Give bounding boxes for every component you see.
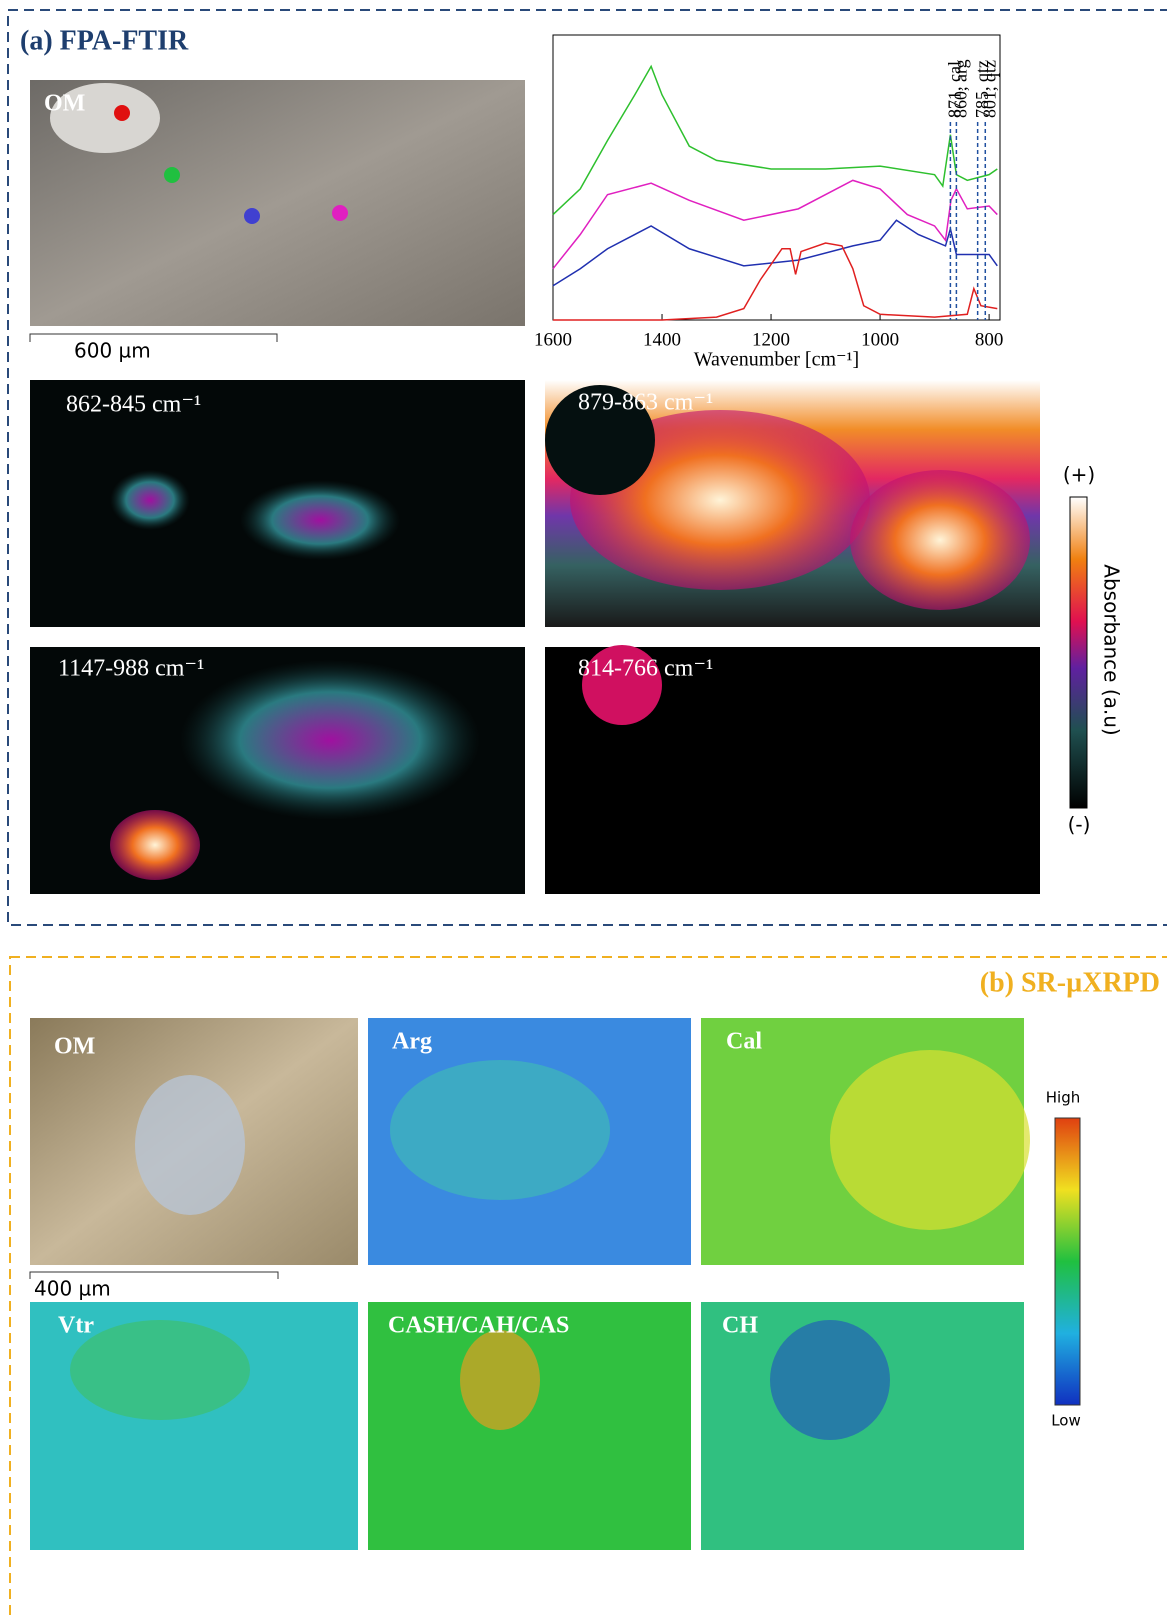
panel-title: (a) FPA-FTIR bbox=[20, 25, 189, 56]
spectrum bbox=[553, 180, 997, 268]
scale-bar bbox=[30, 334, 277, 342]
map-feature bbox=[70, 1320, 250, 1420]
image-label: OM bbox=[44, 91, 85, 117]
point bbox=[244, 208, 260, 224]
colorbar bbox=[1055, 1118, 1080, 1405]
colorbar-top: High bbox=[1046, 1089, 1080, 1107]
map-feature bbox=[240, 480, 400, 560]
x-tick-label: 1000 bbox=[861, 329, 899, 350]
map-label: 879-863 cm⁻¹ bbox=[578, 390, 713, 416]
map-feature bbox=[830, 1050, 1030, 1230]
image-label: Vtr bbox=[58, 1313, 94, 1339]
map-feature bbox=[110, 810, 200, 880]
map-feature bbox=[180, 660, 480, 820]
image-label: Arg bbox=[392, 1029, 432, 1055]
annotation-label: 801, qtz bbox=[979, 60, 999, 118]
map-feature bbox=[850, 470, 1030, 610]
plot-frame bbox=[553, 35, 1000, 320]
x-tick-label: 1400 bbox=[643, 329, 681, 350]
map-label: 1147-988 cm⁻¹ bbox=[58, 656, 204, 682]
image-label: CASH/CAH/CAS bbox=[388, 1313, 569, 1339]
image-label: OM bbox=[54, 1034, 95, 1060]
om-feature bbox=[135, 1075, 245, 1215]
spectrum bbox=[553, 66, 997, 214]
figure: (a) FPA-FTIR OM 600 µm 1600 1400 1200 1000 8… bbox=[0, 0, 1167, 1615]
map-feature bbox=[770, 1320, 890, 1440]
annotation-label: 860, arg bbox=[951, 59, 971, 118]
map-label: 862-845 cm⁻¹ bbox=[66, 392, 201, 418]
map-feature bbox=[110, 470, 190, 530]
colorbar-label: Absorbance (a.u) bbox=[1100, 564, 1124, 735]
image-label: Cal bbox=[726, 1029, 762, 1055]
spectrum bbox=[553, 243, 997, 320]
colorbar bbox=[1070, 497, 1087, 808]
map bbox=[368, 1302, 691, 1550]
point bbox=[332, 205, 348, 221]
map-feature bbox=[390, 1060, 610, 1200]
point bbox=[164, 167, 180, 183]
colorbar-top: (+) bbox=[1063, 463, 1095, 487]
image-label: CH bbox=[722, 1313, 758, 1339]
colorbar-bottom: Low bbox=[1051, 1412, 1081, 1430]
colorbar-bottom: (-) bbox=[1068, 813, 1091, 837]
x-axis-label: Wavenumber [cm⁻¹] bbox=[694, 349, 859, 371]
map-feature bbox=[460, 1330, 540, 1430]
x-tick-label: 800 bbox=[975, 329, 1004, 350]
x-tick-label: 1600 bbox=[534, 329, 572, 350]
scale-label: 400 µm bbox=[34, 1277, 111, 1301]
panel-title: (b) SR-µXRPD bbox=[980, 967, 1160, 998]
scale-label: 600 µm bbox=[74, 339, 151, 363]
spectrum bbox=[553, 220, 997, 286]
point bbox=[114, 105, 130, 121]
map-label: 814-766 cm⁻¹ bbox=[578, 656, 713, 682]
x-tick-label: 1200 bbox=[752, 329, 790, 350]
